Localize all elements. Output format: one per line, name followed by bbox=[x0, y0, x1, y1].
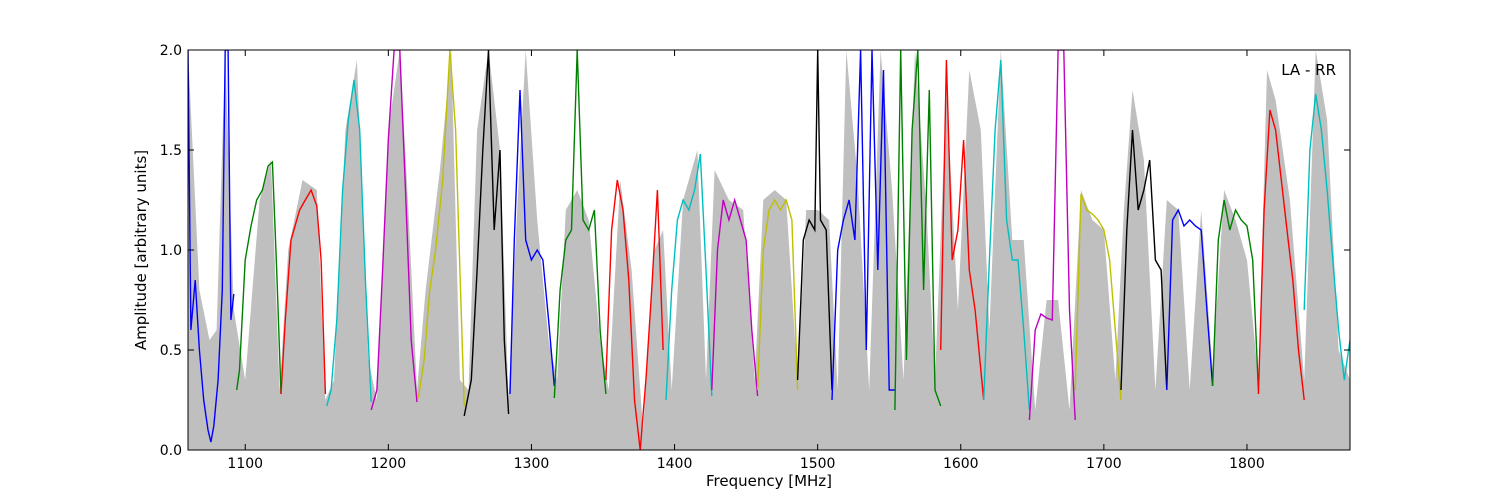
x-tick-label: 1400 bbox=[657, 456, 693, 472]
series-line-6 bbox=[417, 50, 465, 407]
series-line-17 bbox=[940, 59, 985, 401]
series-line-3 bbox=[280, 188, 327, 395]
series-line-13 bbox=[756, 198, 799, 391]
y-tick-label: 2.0 bbox=[160, 43, 182, 59]
series-line-11 bbox=[665, 153, 713, 401]
x-tick-label: 1500 bbox=[800, 456, 836, 472]
plot-content bbox=[188, 50, 1350, 450]
x-tick-label: 1600 bbox=[943, 456, 979, 472]
series-line-4 bbox=[326, 79, 372, 407]
series-line-5 bbox=[370, 50, 418, 411]
series-line-18 bbox=[983, 59, 1031, 411]
chart-annotation: LA - RR bbox=[1281, 61, 1336, 79]
x-axis-label: Frequency [MHz] bbox=[706, 472, 832, 490]
series-line-7 bbox=[463, 50, 510, 417]
series-line-1 bbox=[188, 50, 235, 443]
series-line-21 bbox=[1120, 129, 1168, 391]
y-axis-ticks: 0.0 0.5 1.0 1.5 2.0 bbox=[160, 43, 1350, 459]
series-line-8 bbox=[509, 89, 555, 395]
series-line-10 bbox=[605, 179, 664, 450]
series-line-22 bbox=[1166, 208, 1214, 391]
series-line-9 bbox=[553, 50, 607, 399]
series-line-2 bbox=[236, 160, 282, 395]
x-tick-label: 1800 bbox=[1229, 456, 1265, 472]
series-line-12 bbox=[711, 197, 759, 397]
series-line-14 bbox=[796, 50, 833, 391]
y-tick-label: 0.5 bbox=[160, 343, 182, 359]
y-axis-label: Amplitude [arbitrary units] bbox=[132, 150, 150, 350]
series-line-25 bbox=[1303, 93, 1350, 381]
series-line-24 bbox=[1257, 109, 1305, 401]
x-tick-label: 1200 bbox=[371, 456, 407, 472]
series-line-16 bbox=[894, 50, 942, 411]
series-line-19 bbox=[1028, 50, 1076, 421]
series-line-23 bbox=[1211, 199, 1260, 391]
x-tick-label: 1700 bbox=[1086, 456, 1122, 472]
x-tick-label: 1100 bbox=[227, 456, 263, 472]
x-axis-ticks: 1100 1200 1300 1400 1500 1600 1700 1800 bbox=[227, 50, 1265, 472]
x-tick-label: 1300 bbox=[514, 456, 550, 472]
envelope-fill bbox=[188, 50, 1350, 450]
series-line-15 bbox=[831, 50, 895, 401]
series-line-20 bbox=[1074, 193, 1122, 401]
y-tick-label: 0.0 bbox=[160, 443, 182, 459]
y-tick-label: 1.5 bbox=[160, 143, 182, 159]
series-group bbox=[188, 50, 1350, 450]
y-tick-label: 1.0 bbox=[160, 243, 182, 259]
